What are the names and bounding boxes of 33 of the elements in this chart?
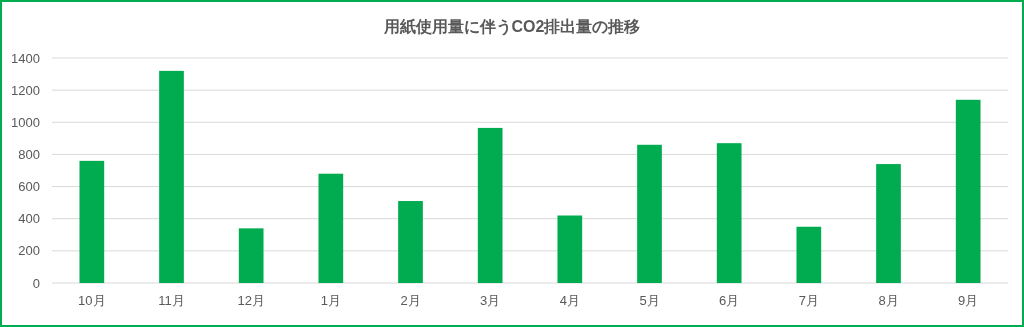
bar (716, 143, 742, 283)
bar (637, 144, 662, 283)
x-tick-label: 7月 (798, 293, 819, 308)
chart-title: 用紙使用量に伴うCO2排出量の推移 (382, 18, 641, 36)
bar (318, 173, 344, 283)
bar (398, 201, 423, 283)
bar (477, 127, 503, 283)
y-tick-label: 200 (18, 243, 40, 259)
bar (238, 228, 264, 283)
y-tick-label: 400 (18, 211, 40, 227)
x-tick-label: 10月 (78, 293, 106, 308)
x-tick-label: 1月 (320, 293, 341, 308)
y-tick-label: 1400 (11, 50, 40, 66)
y-tick-label: 1200 (11, 82, 40, 98)
x-tick-label: 4月 (559, 293, 580, 308)
bar (159, 70, 184, 283)
x-tick-label: 2月 (400, 293, 421, 308)
y-tick-label: 1000 (11, 114, 40, 130)
bar (876, 164, 901, 283)
bar (955, 99, 981, 283)
x-tick-label: 8月 (878, 293, 899, 308)
x-tick-label: 3月 (480, 293, 501, 308)
x-tick-label: 11月 (158, 293, 185, 308)
y-tick-label: 600 (18, 179, 40, 195)
bar (79, 160, 105, 283)
bar (557, 215, 583, 283)
x-tick-label: 5月 (639, 293, 660, 308)
y-tick-label: 800 (18, 146, 40, 162)
x-tick-label: 12月 (237, 293, 265, 308)
bar (796, 226, 822, 283)
x-tick-label: 9月 (958, 293, 979, 308)
y-tick-label: 0 (32, 275, 40, 291)
x-tick-label: 6月 (719, 293, 740, 308)
